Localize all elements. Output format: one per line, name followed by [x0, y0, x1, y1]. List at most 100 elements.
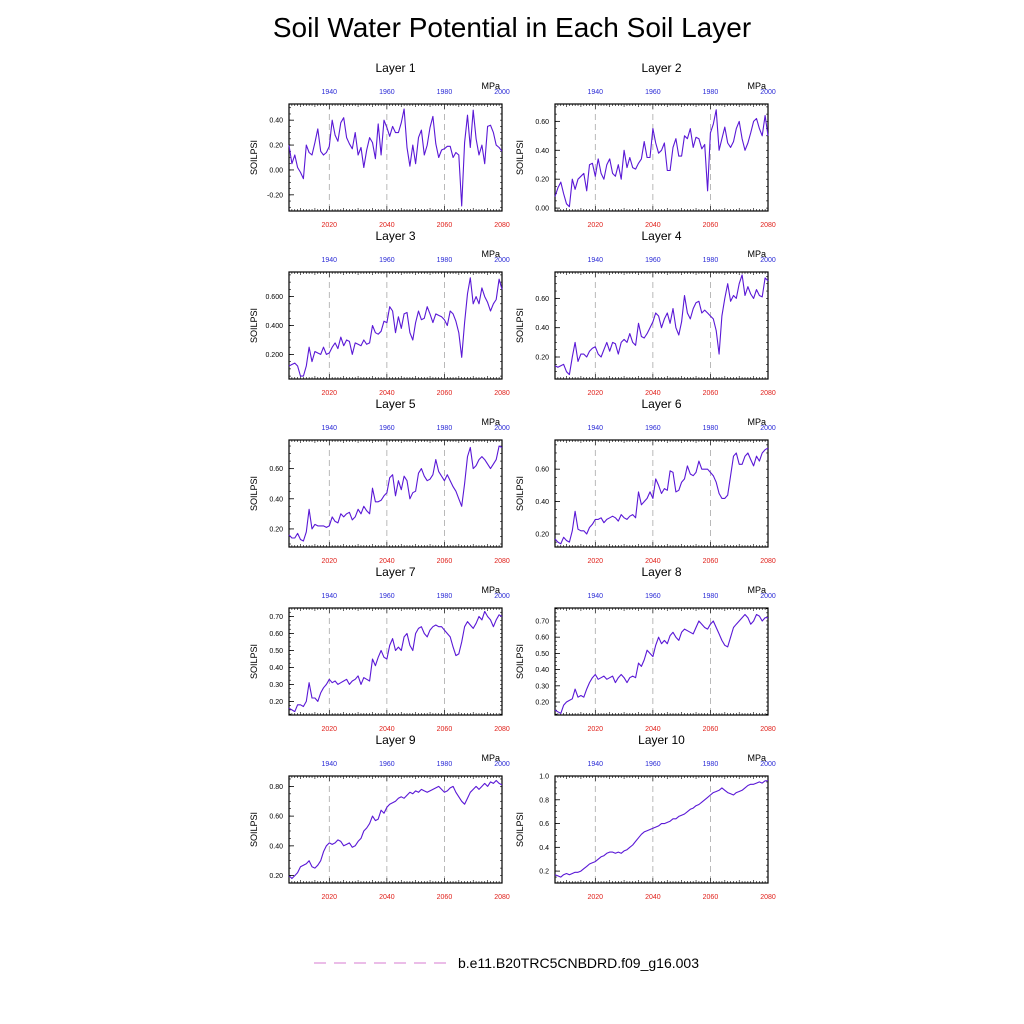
top-tick-label: 1960 — [379, 89, 395, 96]
x-tick-label: 2020 — [322, 894, 338, 901]
top-tick-label: 1960 — [645, 257, 661, 264]
series-line — [554, 274, 769, 376]
y-tick-label: 0.40 — [269, 843, 283, 850]
x-tick-label: 2060 — [437, 390, 453, 397]
top-tick-label: 1960 — [379, 257, 395, 264]
top-tick-label: 1940 — [588, 257, 604, 264]
chart-panel-3: 2020 2040 2060 2080 1940 1960 1980 2000 0.200 0.4… — [249, 229, 510, 397]
panel-title: Layer 6 — [641, 397, 681, 411]
y-tick-label: 0.6 — [539, 821, 549, 828]
top-tick-label: 1960 — [645, 89, 661, 96]
y-axis-label: SOILPSI — [249, 308, 259, 343]
chart-panel-1: 2020 2040 2060 2080 1940 1960 1980 2000 -0.20 0.0… — [249, 61, 510, 229]
y-tick-label: 0.20 — [535, 532, 549, 539]
x-tick-label: 2080 — [494, 222, 510, 229]
units-label: MPa — [747, 417, 766, 427]
y-tick-label: 0.00 — [269, 167, 283, 174]
y-tick-label: 0.20 — [269, 143, 283, 150]
y-axis-label: SOILPSI — [249, 644, 259, 679]
top-tick-label: 1980 — [703, 89, 719, 96]
top-tick-label: 2000 — [494, 593, 510, 600]
units-label: MPa — [481, 417, 500, 427]
x-tick-label: 2080 — [760, 390, 776, 397]
series-line — [554, 780, 768, 878]
top-tick-label: 1980 — [703, 257, 719, 264]
top-tick-label: 1980 — [703, 593, 719, 600]
y-tick-label: 0.50 — [535, 651, 549, 658]
top-tick-label: 1980 — [437, 89, 453, 96]
y-tick-label: 0.20 — [269, 699, 283, 706]
x-tick-label: 2060 — [703, 222, 719, 229]
y-tick-label: 0.00 — [535, 206, 549, 213]
top-tick-label: 1980 — [703, 425, 719, 432]
top-tick-label: 1940 — [588, 593, 604, 600]
x-tick-label: 2080 — [494, 726, 510, 733]
series-line — [288, 445, 503, 542]
top-tick-label: 1940 — [322, 593, 338, 600]
units-label: MPa — [747, 585, 766, 595]
plot-frame — [554, 103, 769, 212]
units-label: MPa — [481, 249, 500, 259]
top-tick-label: 2000 — [760, 257, 776, 264]
y-tick-label: 0.20 — [269, 526, 283, 533]
y-tick-label: 0.20 — [269, 873, 283, 880]
x-tick-label: 2040 — [645, 726, 661, 733]
series-line — [554, 613, 768, 714]
top-tick-label: 2000 — [494, 761, 510, 768]
units-label: MPa — [481, 753, 500, 763]
units-label: MPa — [747, 81, 766, 91]
x-tick-label: 2020 — [322, 558, 338, 565]
x-tick-label: 2020 — [322, 726, 338, 733]
x-tick-label: 2020 — [322, 390, 338, 397]
y-axis-label: SOILPSI — [249, 140, 259, 175]
y-tick-label: 0.60 — [269, 814, 283, 821]
top-tick-label: 1940 — [322, 89, 338, 96]
y-tick-label: 0.70 — [535, 618, 549, 625]
top-tick-label: 2000 — [760, 89, 776, 96]
y-tick-label: 0.80 — [269, 784, 283, 791]
chart-panel-4: 2020 2040 2060 2080 1940 1960 1980 2000 0.20 0.40… — [515, 229, 776, 397]
x-tick-label: 2020 — [588, 390, 604, 397]
y-tick-label: 1.0 — [539, 774, 549, 781]
x-tick-label: 2080 — [494, 894, 510, 901]
y-tick-label: 0.8 — [539, 797, 549, 804]
y-axis-label: SOILPSI — [249, 476, 259, 511]
x-tick-label: 2040 — [379, 558, 395, 565]
y-axis-label: SOILPSI — [249, 812, 259, 847]
top-tick-label: 1960 — [645, 761, 661, 768]
x-tick-label: 2060 — [703, 558, 719, 565]
y-tick-label: -0.20 — [267, 192, 283, 199]
panel-title: Layer 4 — [641, 229, 681, 243]
y-tick-label: 0.20 — [535, 177, 549, 184]
plot-frame — [554, 271, 769, 380]
x-tick-label: 2080 — [760, 558, 776, 565]
top-tick-label: 1940 — [588, 425, 604, 432]
series-line — [554, 109, 769, 208]
x-tick-label: 2040 — [379, 222, 395, 229]
plot-frame — [554, 607, 769, 716]
top-tick-label: 2000 — [494, 257, 510, 264]
y-tick-label: 0.20 — [535, 355, 549, 362]
top-tick-label: 2000 — [494, 89, 510, 96]
y-tick-label: 0.40 — [535, 499, 549, 506]
x-tick-label: 2080 — [760, 222, 776, 229]
y-tick-label: 0.40 — [269, 496, 283, 503]
top-tick-label: 1940 — [322, 761, 338, 768]
x-tick-label: 2020 — [588, 558, 604, 565]
y-tick-label: 0.400 — [265, 323, 283, 330]
page-title: Soil Water Potential in Each Soil Layer — [272, 12, 752, 43]
y-tick-label: 0.40 — [269, 118, 283, 125]
panel-title: Layer 7 — [375, 565, 415, 579]
x-tick-label: 2080 — [494, 558, 510, 565]
top-tick-label: 1980 — [437, 257, 453, 264]
plot-frame — [288, 775, 503, 884]
y-tick-label: 0.40 — [535, 325, 549, 332]
plot-frame — [554, 439, 769, 548]
y-tick-label: 0.60 — [535, 119, 549, 126]
y-tick-label: 0.60 — [535, 635, 549, 642]
chart-panel-6: 2020 2040 2060 2080 1940 1960 1980 2000 0.20 0.40… — [515, 397, 776, 565]
y-axis-label: SOILPSI — [515, 812, 525, 847]
x-tick-label: 2060 — [703, 726, 719, 733]
top-tick-label: 1960 — [645, 593, 661, 600]
